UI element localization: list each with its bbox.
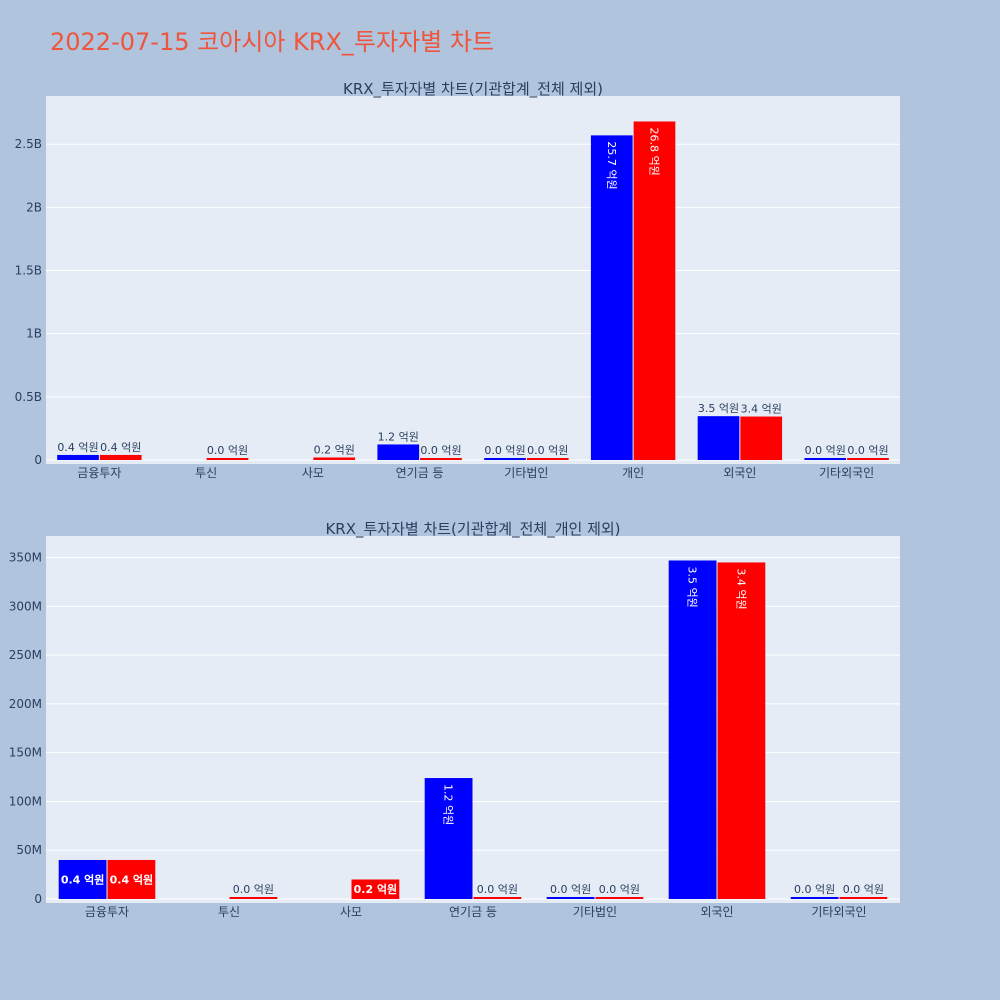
chart-1-data-label: 0.0 억원 <box>484 444 525 457</box>
chart-1-y-tick-label: 0 <box>34 453 42 467</box>
chart-2: 0 50M 100M 150M 200M 250M 300M 350M KRX_투자자별 차트(… <box>9 520 900 919</box>
chart-2-bar-blue[interactable] <box>668 560 717 899</box>
chart-2-data-label: 1.2 억원 <box>442 784 455 825</box>
chart-2-bar-blue[interactable] <box>546 897 595 899</box>
chart-1-data-label: 0.0 억원 <box>420 444 461 457</box>
chart-2-title: KRX_투자자별 차트(기관합계_전체_개인 제외) <box>325 520 620 539</box>
chart-2-x-tick-label: 사모 <box>340 905 362 919</box>
chart-1: 0 0.5B 1B 1.5B 2B 2.5B KRX_투자자별 차트(기관합계_전체 제외)… <box>15 80 900 480</box>
chart-1-bar-blue[interactable] <box>697 416 740 460</box>
chart-2-bar-red[interactable] <box>351 879 400 899</box>
chart-1-y-tick-label: 2.5B <box>15 137 42 151</box>
chart-1-x-tick-label: 사모 <box>302 466 324 480</box>
chart-2-x-tick-label: 금융투자 <box>85 905 129 919</box>
chart-2-data-label: 0.0 억원 <box>550 883 591 896</box>
chart-1-x-tick-label: 투신 <box>195 466 217 480</box>
chart-2-data-label: 0.0 억원 <box>477 883 518 896</box>
chart-1-bar-blue[interactable] <box>484 458 526 460</box>
chart-1-data-label: 0.0 억원 <box>527 444 568 457</box>
chart-1-data-label: 3.4 억원 <box>741 403 782 416</box>
chart-2-bar-red[interactable] <box>717 562 766 899</box>
chart-2-y-tick-label: 0 <box>34 892 42 906</box>
chart-1-x-tick-label: 개인 <box>622 466 644 480</box>
chart-2-bar-red[interactable] <box>473 897 522 899</box>
chart-1-x-tick-label: 기타외국인 <box>819 466 874 480</box>
chart-2-x-tick-label: 연기금 등 <box>449 905 497 919</box>
chart-1-bar-red[interactable] <box>99 454 142 460</box>
chart-2-y-tick-label: 100M <box>9 794 42 808</box>
chart-2-data-label: 0.0 억원 <box>843 883 884 896</box>
chart-2-x-tick-label: 외국인 <box>700 905 733 919</box>
chart-1-bar-red[interactable] <box>847 458 889 460</box>
chart-1-y-tick-label: 1.5B <box>15 264 42 278</box>
chart-1-bar-blue[interactable] <box>377 444 420 460</box>
chart-1-data-label: 0.2 억원 <box>314 443 355 456</box>
chart-1-bar-red[interactable] <box>313 457 356 460</box>
chart-1-bar-red[interactable] <box>420 458 462 460</box>
chart-2-y-tick-label: 150M <box>9 746 42 760</box>
chart-1-bar-red[interactable] <box>206 458 249 460</box>
chart-1-y-tick-label: 1B <box>26 327 42 341</box>
chart-2-bar-blue[interactable] <box>58 859 107 899</box>
chart-1-x-tick-label: 기타법인 <box>504 466 548 480</box>
chart-1-data-label: 0.4 억원 <box>100 441 141 454</box>
chart-1-bar-blue[interactable] <box>590 135 633 461</box>
chart-2-y-tick-label: 50M <box>16 843 42 857</box>
chart-1-data-label: 3.5 억원 <box>698 402 739 415</box>
chart-2-x-tick-label: 기타법인 <box>573 905 617 919</box>
chart-1-bar-red[interactable] <box>633 121 676 460</box>
chart-1-title: KRX_투자자별 차트(기관합계_전체 제외) <box>343 80 603 99</box>
page-title: 2022-07-15 코아시아 KRX_투자자별 차트 <box>50 28 495 56</box>
chart-1-y-tick-label: 0.5B <box>15 390 42 404</box>
chart-2-y-tick-label: 350M <box>9 551 42 565</box>
chart-2-data-label: 0.4 억원 <box>110 872 154 886</box>
chart-1-data-label: 0.0 억원 <box>805 444 846 457</box>
chart-1-y-tick-label: 2B <box>26 200 42 214</box>
chart-2-bar-red[interactable] <box>229 897 278 899</box>
chart-2-data-label: 0.0 억원 <box>794 883 835 896</box>
chart-1-bar-red[interactable] <box>740 416 783 460</box>
chart-2-plot-area <box>46 536 900 903</box>
chart-2-data-label: 0.0 억원 <box>599 883 640 896</box>
chart-2-y-tick-label: 200M <box>9 697 42 711</box>
chart-2-data-label: 0.4 억원 <box>61 872 105 886</box>
chart-2-bar-blue[interactable] <box>424 778 473 899</box>
chart-1-data-label: 26.8 억원 <box>647 127 660 175</box>
chart-2-data-label: 3.5 억원 <box>686 566 699 607</box>
chart-2-y-tick-label: 250M <box>9 648 42 662</box>
chart-2-bar-blue[interactable] <box>790 897 839 899</box>
chart-1-data-label: 25.7 억원 <box>605 141 618 189</box>
chart-2-data-label: 0.0 억원 <box>233 883 274 896</box>
chart-2-x-tick-label: 투신 <box>218 905 240 919</box>
chart-2-y-tick-label: 300M <box>9 599 42 613</box>
chart-2-bar-red[interactable] <box>595 897 644 899</box>
chart-1-plot-area <box>46 96 900 464</box>
chart-1-x-tick-label: 금융투자 <box>77 466 121 480</box>
chart-2-x-tick-label: 기타외국인 <box>811 905 866 919</box>
chart-2-data-label: 3.4 억원 <box>734 568 747 609</box>
chart-2-data-label: 0.2 억원 <box>354 882 398 896</box>
chart-1-x-tick-label: 연기금 등 <box>396 466 444 480</box>
chart-1-bar-blue[interactable] <box>804 458 847 460</box>
chart-1-data-label: 1.2 억원 <box>378 430 419 443</box>
chart-1-data-label: 0.0 억원 <box>847 444 888 457</box>
chart-2-bar-red[interactable] <box>107 859 156 899</box>
chart-1-bar-blue[interactable] <box>57 454 99 460</box>
chart-1-data-label: 0.4 억원 <box>57 441 98 454</box>
chart-1-x-tick-label: 외국인 <box>723 466 756 480</box>
chart-1-data-label: 0.0 억원 <box>207 444 248 457</box>
chart-1-bar-red[interactable] <box>526 458 569 460</box>
chart-2-bar-red[interactable] <box>839 897 888 899</box>
